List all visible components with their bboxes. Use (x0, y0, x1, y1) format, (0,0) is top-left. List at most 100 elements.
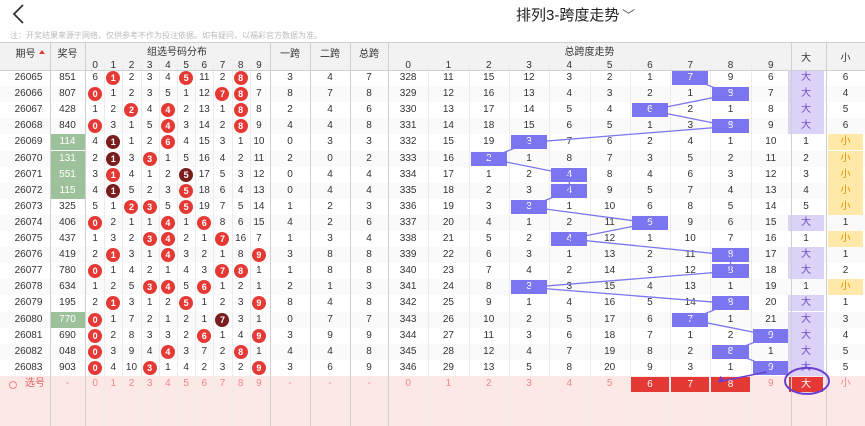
span1-cell: 3 (287, 361, 293, 373)
select-distribution-digit[interactable]: 3 (146, 377, 153, 389)
distribution-ball: 7 (213, 86, 231, 102)
select-trend-digit[interactable]: 5 (606, 377, 613, 389)
trend-omission: 6 (647, 313, 653, 325)
prize-cell: 115 (50, 182, 85, 199)
select-big-selected[interactable]: 大 (789, 376, 823, 392)
chevron-down-icon[interactable]: ﹀ (622, 8, 636, 23)
select-distribution-digit[interactable]: 4 (165, 377, 171, 389)
trend-omission: 1 (566, 249, 573, 261)
trend-omission: 3 (687, 120, 694, 132)
span1-cell: 3 (287, 249, 293, 261)
select-trend-digit[interactable]: 3 (526, 377, 532, 389)
column-divider (350, 42, 351, 426)
number-ball: 7 (215, 264, 230, 279)
distribution-omission: 4 (92, 184, 98, 196)
trend-omission: 20 (604, 361, 616, 373)
column-divider (195, 64, 197, 426)
select-radio-icon[interactable] (9, 380, 17, 389)
span1-cell: 1 (287, 200, 293, 212)
number-ball: 3 (142, 199, 157, 214)
distribution-omission: 2 (237, 281, 244, 293)
select-trend-selected[interactable]: 6 (630, 376, 670, 392)
period-cell: 26072 (14, 184, 43, 196)
total-span-cell: 8 (366, 249, 372, 261)
small-omission: 1 (842, 216, 849, 228)
distribution-omission: 1 (128, 216, 135, 228)
number-ball: 0 (88, 264, 103, 279)
table-header (0, 42, 865, 70)
trend-omission: 2 (606, 72, 613, 83)
distribution-omission: 1 (201, 313, 208, 325)
trend-omission: 2 (526, 168, 532, 180)
trend-omission: 1 (647, 120, 653, 132)
row-divider (0, 70, 865, 71)
distribution-omission: 2 (219, 345, 226, 357)
select-small-option[interactable]: 小 (840, 377, 851, 389)
distribution-omission: 3 (237, 168, 244, 180)
small-hit-cell: 小 (828, 166, 863, 183)
select-trend-digit[interactable]: 1 (445, 377, 452, 389)
small-hit-cell: 小 (828, 134, 863, 151)
select-distribution-digit[interactable]: 1 (110, 377, 117, 389)
select-trend-selected[interactable]: 7 (671, 376, 710, 392)
trend-omission: 334 (399, 168, 417, 180)
distribution-omission: 5 (237, 200, 244, 212)
distribution-ball: 8 (232, 118, 250, 134)
back-arrow-icon[interactable] (8, 2, 30, 26)
select-trend-digit[interactable]: 0 (405, 377, 411, 389)
select-trend-digit[interactable]: 4 (566, 377, 573, 389)
number-ball: 0 (88, 328, 103, 343)
distribution-omission: 1 (146, 297, 153, 309)
distribution-omission: 11 (199, 72, 210, 83)
distribution-ball: 3 (141, 151, 159, 167)
column-period-header[interactable]: 期号 (15, 49, 36, 60)
distribution-omission: 8 (128, 329, 135, 341)
distribution-omission: 14 (198, 120, 210, 132)
select-distribution-digit[interactable]: 9 (256, 377, 262, 389)
select-distribution-digit[interactable]: 2 (128, 377, 135, 389)
distribution-omission: 15 (198, 136, 210, 148)
span2-cell: 8 (327, 265, 333, 277)
select-distribution-digit[interactable]: 8 (237, 377, 244, 389)
number-ball: 5 (179, 71, 194, 85)
column-divider (508, 64, 510, 426)
distribution-omission: 13 (198, 104, 210, 116)
prize-cell: 114 (50, 134, 85, 151)
distribution-ball: 5 (177, 199, 195, 215)
trend-omission: 20 (442, 216, 454, 228)
sort-up-icon[interactable] (39, 50, 45, 54)
trend-omission: 345 (399, 345, 417, 357)
select-distribution-digit[interactable]: 5 (183, 377, 189, 389)
trend-omission: 7 (768, 88, 774, 100)
select-distribution-digit[interactable]: 0 (92, 377, 98, 389)
select-trend-digit[interactable]: 2 (485, 377, 492, 389)
span1-cell: 0 (287, 136, 293, 148)
trend-omission: 9 (727, 72, 734, 83)
trend-omission: 18 (483, 120, 495, 132)
distribution-omission: 1 (128, 136, 135, 148)
select-distribution-digit[interactable]: 7 (219, 377, 226, 389)
big-omission: 4 (803, 184, 809, 196)
distribution-ball: 5 (177, 295, 195, 311)
distribution-omission: 2 (165, 297, 171, 309)
period-cell: 26068 (14, 120, 43, 132)
small-omission: 1 (842, 249, 849, 261)
trend-omission: 7 (566, 136, 573, 148)
select-trend-selected[interactable]: 8 (711, 376, 750, 392)
page-title[interactable]: 排列3-跨度走势 (516, 7, 620, 24)
distribution-omission: 7 (256, 88, 262, 100)
big-hit-cell: 大 (788, 86, 824, 103)
trend-omission: 6 (485, 249, 492, 261)
distribution-ball: 4 (159, 102, 177, 118)
distribution-ball: 8 (232, 263, 250, 279)
distribution-omission: 1 (110, 313, 117, 325)
trend-hit-block: 4 (551, 232, 588, 247)
number-ball: 8 (233, 71, 248, 85)
span2-cell: 4 (327, 345, 333, 357)
select-trend-digit[interactable]: 9 (768, 377, 774, 389)
select-distribution-digit[interactable]: 6 (201, 377, 208, 389)
trend-omission: 3 (647, 265, 653, 277)
distribution-omission: 1 (219, 329, 226, 341)
distribution-omission: 1 (183, 88, 189, 100)
distribution-omission: 7 (219, 200, 226, 212)
